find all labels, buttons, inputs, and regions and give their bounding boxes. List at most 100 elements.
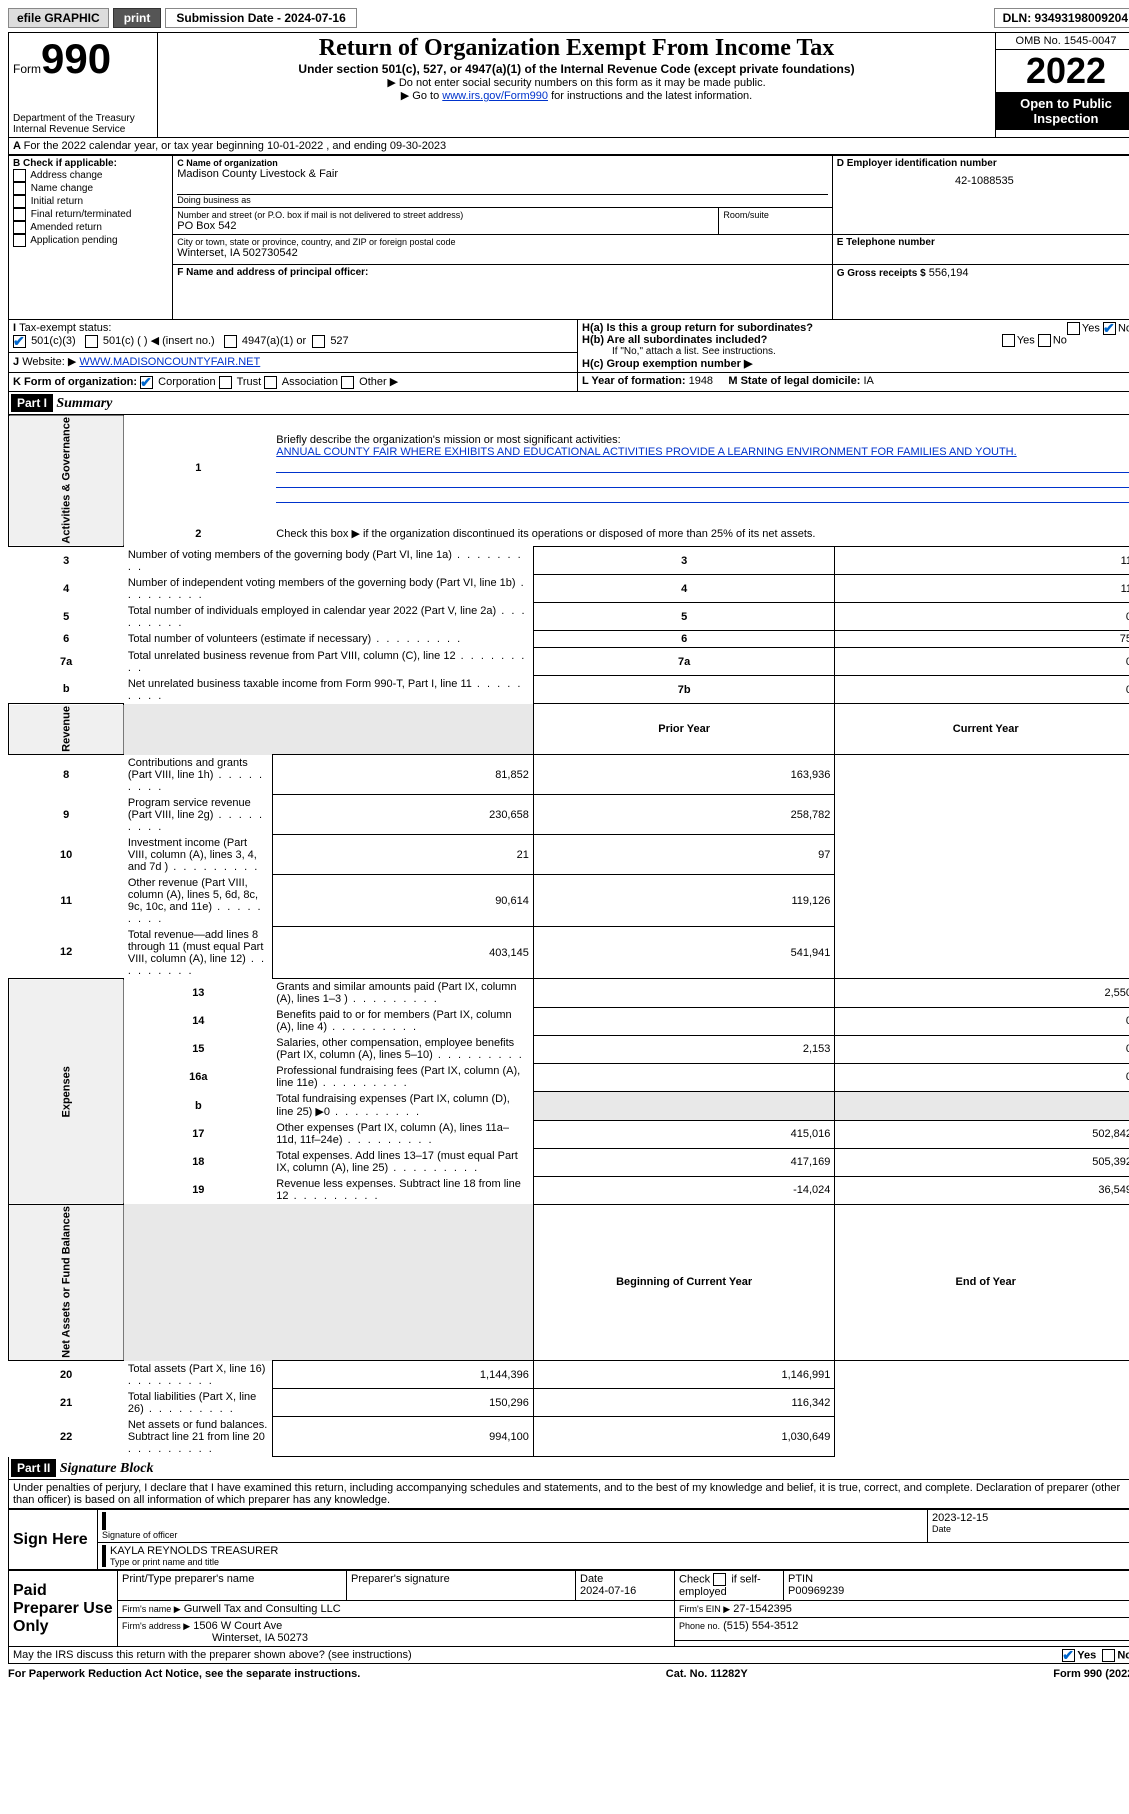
yes1: Yes [1082,322,1100,334]
cb-discuss-no[interactable] [1102,1649,1115,1662]
dln-label: DLN: 93493198009204 [994,8,1129,28]
firm-addr2: Winterset, IA 50273 [212,1632,308,1644]
hb-label: H(b) Are all subordinates included? [582,334,767,346]
part1-header: Part I [11,394,53,412]
opt-501c3: 501(c)(3) [31,335,76,347]
col-end: End of Year [835,1204,1129,1361]
org-name: Madison County Livestock & Fair [177,168,827,180]
website-label: Website: ▶ [22,356,76,368]
cb-trust[interactable] [219,376,232,389]
sign-date: 2023-12-15 [932,1512,1129,1524]
check-pre: Check [679,1574,710,1586]
print-button[interactable]: print [113,8,162,28]
box-g-label: G Gross receipts $ [837,268,926,279]
officer-name: KAYLA REYNOLDS TREASURER [110,1545,1129,1557]
line2-text: Check this box ▶ if the organization dis… [276,528,815,540]
cb-boxb[interactable] [13,234,26,247]
form-subtitle2: ▶ Do not enter social security numbers o… [162,76,991,89]
box-l-label: L Year of formation: [582,375,686,387]
goto-post: for instructions and the latest informat… [548,90,752,102]
irs-link[interactable]: www.irs.gov/Form990 [442,90,548,102]
sig-officer-label: Signature of officer [102,1530,923,1540]
cb-ha-no[interactable] [1103,322,1116,335]
prep-date: 2024-07-16 [580,1585,636,1597]
cb-527[interactable] [312,335,325,348]
ein-value: 42-1088535 [837,175,1129,187]
cb-boxb[interactable] [13,221,26,234]
footer-right: Form 990 (2022) [1053,1668,1129,1680]
form-title: Return of Organization Exempt From Incom… [162,35,991,62]
prep-sig-hdr: Preparer's signature [347,1571,576,1601]
sign-here-label: Sign Here [9,1510,98,1570]
penalty-text: Under penalties of perjury, I declare th… [8,1480,1129,1509]
firm-addr-label: Firm's address ▶ [122,1621,190,1631]
form-number: 990 [41,35,111,82]
col-current: Current Year [835,704,1129,755]
tax-exempt-label: Tax-exempt status: [19,322,111,334]
cb-boxb[interactable] [13,182,26,195]
room-label: Room/suite [723,210,827,220]
mission-text: ANNUAL COUNTY FAIR WHERE EXHIBITS AND ED… [276,446,1016,458]
cb-hb-yes[interactable] [1002,334,1015,347]
goto-pre: ▶ Go to [401,90,442,102]
cb-assoc[interactable] [264,376,277,389]
submission-date: Submission Date - 2024-07-16 [165,8,356,28]
cb-boxb[interactable] [13,169,26,182]
discuss-text: May the IRS discuss this return with the… [13,1649,412,1661]
cb-boxb[interactable] [13,208,26,221]
prep-date-hdr: Date [580,1573,603,1585]
mission-label: Briefly describe the organization's miss… [276,434,620,446]
opt-501c: 501(c) ( ) ◀ (insert no.) [103,335,215,347]
hc-label: H(c) Group exemption number ▶ [582,357,1129,370]
state-domicile: IA [863,375,873,387]
firm-name: Gurwell Tax and Consulting LLC [184,1603,341,1615]
form-subtitle1: Under section 501(c), 527, or 4947(a)(1)… [162,62,991,76]
cb-ha-yes[interactable] [1067,322,1080,335]
street-address: PO Box 542 [177,220,714,232]
col-begin: Beginning of Current Year [533,1204,835,1361]
period-a: For the 2022 calendar year, or tax year … [24,140,447,152]
cb-4947[interactable] [224,335,237,348]
city-value: Winterset, IA 502730542 [177,247,827,259]
no2: No [1053,334,1067,346]
cb-other[interactable] [341,376,354,389]
part2-title: Signature Block [60,1461,154,1476]
box-m-label: M State of legal domicile: [728,375,860,387]
gross-receipts: 556,194 [929,267,969,279]
firm-ein-label: Firm's EIN ▶ [679,1604,730,1614]
no1: No [1118,322,1129,334]
firm-name-label: Firm's name ▶ [122,1604,181,1614]
discuss-yes: Yes [1077,1650,1096,1662]
footer-mid: Cat. No. 11282Y [666,1668,748,1680]
box-f-label: F Name and address of principal officer: [177,267,827,278]
box-d-label: D Employer identification number [837,158,1129,169]
cb-self-employed[interactable] [713,1573,726,1586]
box-e-label: E Telephone number [837,237,1129,248]
side-governance: Activities & Governance [9,415,124,547]
website-link[interactable]: WWW.MADISONCOUNTYFAIR.NET [79,356,260,368]
paid-preparer-label: Paid Preparer Use Only [9,1571,118,1647]
efile-button[interactable]: efile GRAPHIC [8,8,109,28]
part2-header: Part II [11,1459,56,1477]
footer-left: For Paperwork Reduction Act Notice, see … [8,1668,360,1680]
form-prefix: Form [13,62,41,76]
opt-corp: Corporation [158,376,215,388]
ptin-value: P00969239 [788,1585,844,1597]
cb-hb-no[interactable] [1038,334,1051,347]
firm-ein: 27-1542395 [733,1603,792,1615]
side-revenue: Revenue [9,704,124,755]
opt-assoc: Association [282,376,338,388]
irs-label: Internal Revenue Service [13,124,153,135]
cb-corp[interactable] [140,376,153,389]
ptin-label: PTIN [788,1573,813,1585]
cb-501c3[interactable] [13,335,26,348]
dba-label: Doing business as [177,195,827,205]
cb-discuss-yes[interactable] [1062,1649,1075,1662]
opt-527: 527 [330,335,348,347]
cb-boxb[interactable] [13,195,26,208]
firm-addr1: 1506 W Court Ave [193,1620,282,1632]
cb-501c[interactable] [85,335,98,348]
side-net: Net Assets or Fund Balances [9,1204,124,1361]
opt-other: Other ▶ [359,376,398,388]
date-label: Date [932,1524,1129,1534]
